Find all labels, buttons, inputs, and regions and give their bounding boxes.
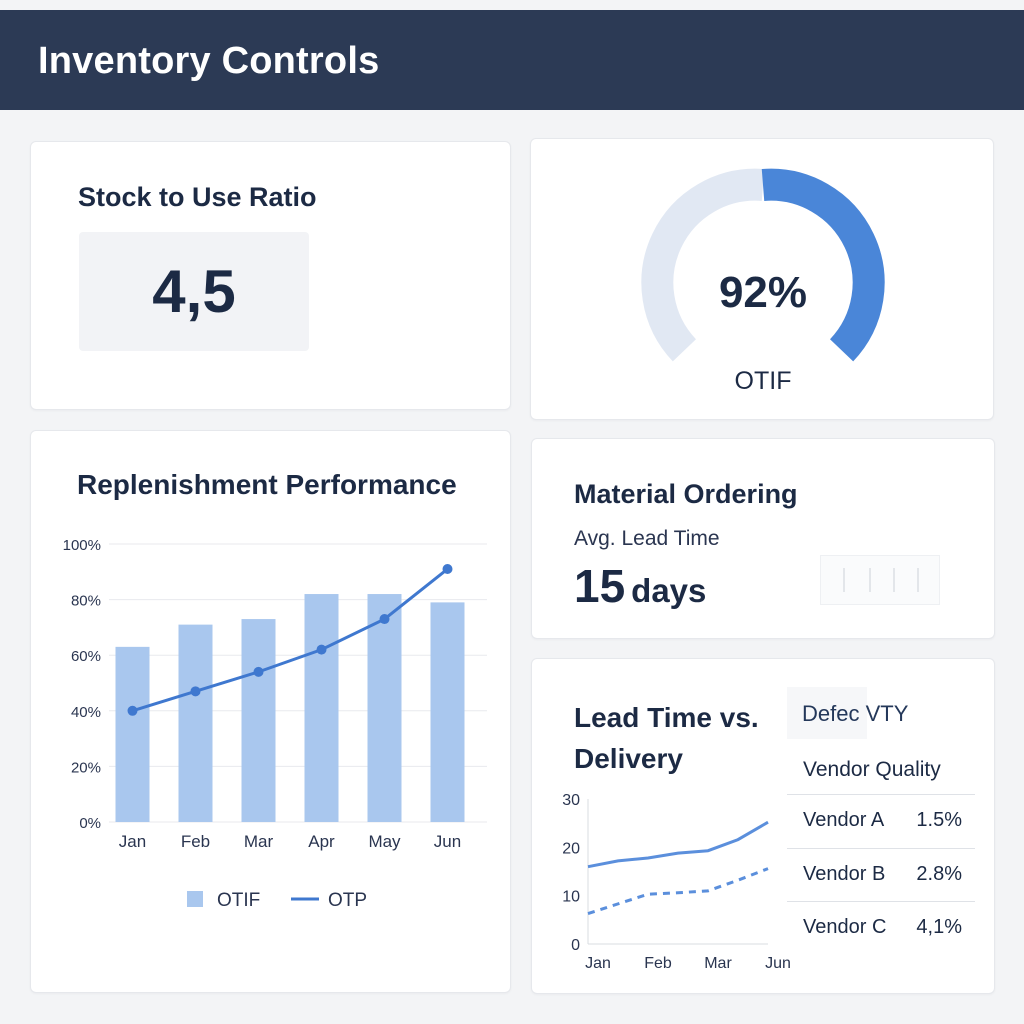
- bar-otif: [430, 602, 465, 822]
- stock-to-use-card: Stock to Use Ratio 4,5: [30, 141, 511, 410]
- otif-gauge-fill: [761, 168, 885, 362]
- replenishment-card: Replenishment Performance 100% 80% 60% 40% 2…: [30, 430, 511, 993]
- y-tick-label: 80%: [71, 593, 101, 610]
- vendor-value: 2.8%: [916, 863, 962, 885]
- bar-otif: [241, 619, 276, 822]
- replenishment-title: Replenishment Performance: [77, 469, 457, 500]
- otif-gauge-label: OTIF: [735, 367, 792, 395]
- page-title: Inventory Controls: [38, 40, 380, 82]
- avg-lead-time-number: 15: [574, 560, 626, 612]
- x-tick-label: Jun: [765, 955, 791, 972]
- otif-gauge-card: 92% OTIF: [530, 138, 994, 420]
- lead-time-delivery-card: Lead Time vs. Delivery 30 20 10 0 Jan Feb Mar J…: [531, 658, 995, 994]
- lead-time-sparkline: [820, 555, 940, 605]
- bar-otif: [304, 594, 339, 822]
- legend-otif-label: OTIF: [217, 890, 260, 911]
- y-tick-label: 0: [571, 937, 580, 954]
- vendor-row: Vendor C 4,1%: [787, 901, 975, 954]
- vendor-row: Vendor A 1.5%: [787, 794, 975, 847]
- defect-label-box: [787, 687, 867, 739]
- point-otp: [190, 686, 201, 697]
- vendor-row: Vendor B 2.8%: [787, 848, 975, 901]
- avg-lead-time-label: Avg. Lead Time: [574, 527, 720, 550]
- legend-otp-label: OTP: [328, 890, 367, 911]
- defect-label: Defec VTY: [802, 701, 909, 726]
- otif-gauge-value: 92%: [719, 268, 807, 317]
- y-tick-label: 100%: [63, 537, 101, 554]
- bar-otif: [178, 624, 213, 822]
- legend-otif-swatch: [187, 891, 203, 907]
- avg-lead-time-value: 15 days: [574, 559, 706, 613]
- x-tick-label: Mar: [704, 955, 732, 972]
- x-tick-label: Feb: [644, 955, 672, 972]
- stock-to-use-value: 4,5: [152, 258, 236, 325]
- x-tick-label: Mar: [244, 832, 274, 851]
- bar-otif: [367, 594, 402, 822]
- point-otp: [127, 705, 138, 716]
- point-otp: [442, 564, 453, 575]
- replenishment-chart: Replenishment Performance 100% 80% 60% 40% 2…: [63, 469, 487, 911]
- y-tick-label: 20%: [71, 759, 101, 776]
- bar-otif: [115, 646, 150, 822]
- x-tick-label: Feb: [181, 832, 210, 851]
- x-tick-label: May: [368, 832, 401, 851]
- stock-to-use-title: Stock to Use Ratio: [78, 182, 317, 212]
- y-tick-label: 40%: [71, 704, 101, 721]
- otif-gauge-track: [641, 168, 765, 362]
- material-ordering-card: Material Ordering Avg. Lead Time 15 days: [531, 438, 995, 639]
- point-otp: [379, 614, 390, 625]
- lead-time-title: Lead Time vs. Delivery: [574, 702, 759, 774]
- otif-gauge: 92% OTIF: [641, 168, 885, 395]
- x-tick-label: Jan: [119, 832, 146, 851]
- y-tick-label: 20: [562, 840, 580, 857]
- vendor-name: Vendor C: [803, 916, 887, 938]
- x-tick-label: Jun: [434, 832, 461, 851]
- avg-lead-time-unit: days: [631, 572, 707, 609]
- vendor-name: Vendor A: [803, 809, 885, 831]
- lead-time-chart: 30 20 10 0 Jan Feb Mar Jun: [562, 792, 791, 972]
- y-tick-label: 60%: [71, 648, 101, 665]
- header-bar: Inventory Controls: [0, 10, 1024, 110]
- x-tick-label: Apr: [308, 832, 335, 851]
- vendor-name: Vendor B: [803, 863, 886, 885]
- lead-time-line: [587, 820, 769, 869]
- vendor-value: 1.5%: [916, 809, 962, 831]
- x-tick-label: Jan: [585, 955, 611, 972]
- stock-to-use-value-box: 4,5: [79, 232, 309, 351]
- material-ordering-title: Material Ordering: [574, 479, 798, 509]
- y-tick-label: 10: [562, 889, 580, 906]
- vendor-value: 4,1%: [916, 916, 962, 938]
- vendor-quality-title: Vendor Quality: [803, 758, 941, 781]
- delivery-line: [587, 867, 769, 915]
- point-otp: [316, 644, 327, 655]
- y-tick-label: 30: [562, 792, 580, 809]
- line-otp: [132, 567, 449, 713]
- y-tick-label: 0%: [79, 815, 101, 832]
- point-otp: [253, 666, 264, 677]
